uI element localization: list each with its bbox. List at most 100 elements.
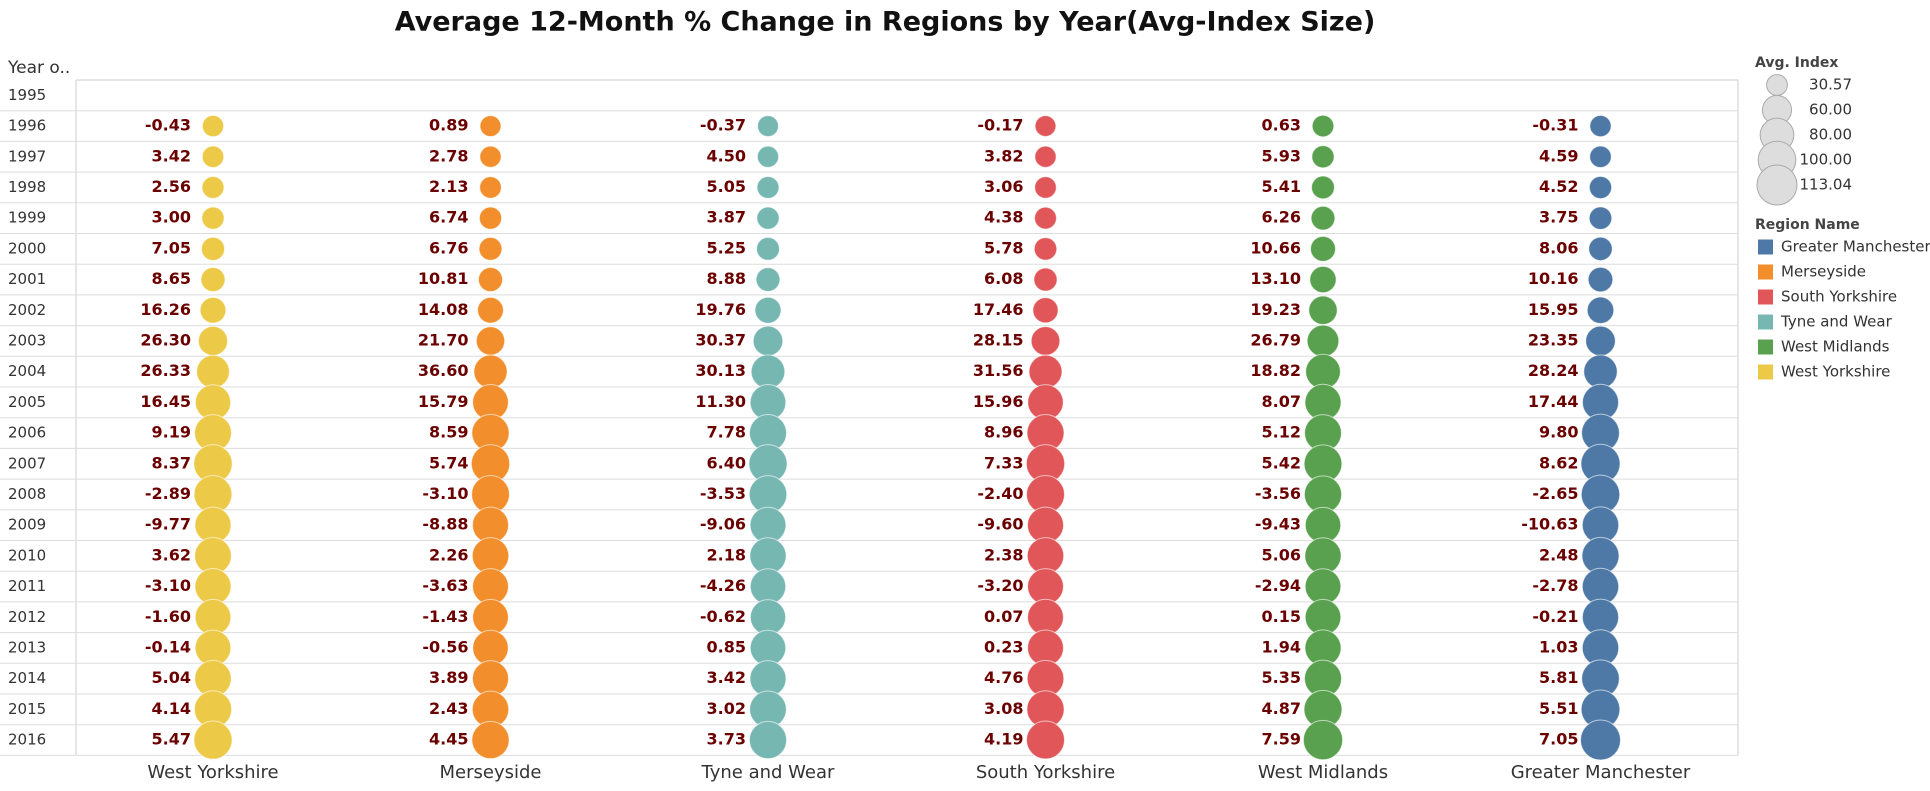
value-label: 16.45: [140, 392, 191, 411]
value-label: 15.96: [973, 392, 1024, 411]
value-label: 4.45: [429, 730, 468, 749]
size-legend-circle: [1766, 74, 1788, 96]
bubble: [1034, 115, 1057, 137]
bubble: [201, 175, 225, 199]
row-label: 1995: [8, 86, 46, 104]
value-label: -0.17: [977, 116, 1023, 135]
value-label: 21.70: [418, 330, 469, 349]
bubble: [1033, 237, 1058, 261]
row-label: 2003: [8, 331, 46, 349]
row-label: 2012: [8, 608, 46, 626]
bubble: [754, 296, 782, 324]
value-label: 2.56: [152, 177, 191, 196]
bubble: [1308, 295, 1338, 325]
bubble: [1311, 114, 1335, 138]
value-label: -2.94: [1255, 576, 1301, 595]
bubble: [757, 115, 779, 138]
legend-swatch: [1758, 264, 1773, 280]
value-label: 2.18: [707, 545, 746, 564]
chart-title: Average 12-Month % Change in Regions by …: [395, 7, 1376, 38]
bubble: [1580, 719, 1621, 761]
value-label: 11.30: [695, 392, 746, 411]
value-label: -3.56: [1255, 484, 1301, 503]
bubble: [475, 326, 506, 356]
value-label: -9.06: [700, 515, 746, 534]
row-label: 1996: [8, 117, 46, 135]
value-label: 2.43: [429, 699, 468, 718]
value-label: 4.14: [152, 699, 191, 718]
value-label: 4.59: [1539, 146, 1578, 165]
row-label: 2000: [8, 239, 46, 257]
value-label: 0.15: [1262, 607, 1301, 626]
value-label: 9.19: [152, 423, 191, 442]
value-label: 6.76: [429, 238, 468, 257]
row-label: 2014: [8, 669, 46, 687]
row-label: 2006: [8, 424, 46, 442]
value-label: 0.85: [707, 637, 746, 656]
bubble: [756, 175, 780, 199]
bubble: [1588, 236, 1613, 262]
value-label: 3.87: [707, 208, 746, 227]
row-label: 2007: [8, 454, 46, 472]
size-legend-label: 30.57: [1809, 76, 1852, 94]
legend-swatch: [1758, 289, 1773, 305]
value-label: 3.62: [152, 545, 191, 564]
value-label: 2.78: [429, 146, 468, 165]
row-label: 1998: [8, 178, 46, 196]
value-label: -9.77: [145, 515, 191, 534]
row-label: 2002: [8, 301, 46, 319]
column-label: South Yorkshire: [976, 762, 1115, 783]
row-label: 2009: [8, 516, 46, 534]
row-label: 2004: [8, 362, 46, 380]
legend-label: South Yorkshire: [1781, 288, 1897, 306]
value-label: 10.66: [1250, 238, 1301, 257]
color-legend-title: Region Name: [1755, 217, 1860, 233]
value-label: 3.73: [707, 730, 746, 749]
bubble: [201, 114, 225, 138]
value-label: 9.80: [1539, 423, 1578, 442]
value-label: -3.63: [422, 576, 468, 595]
value-label: 5.51: [1539, 699, 1578, 718]
bubble: [1026, 720, 1065, 760]
bubble: [1302, 719, 1344, 761]
value-label: 28.24: [1528, 361, 1579, 380]
bubble: [473, 354, 508, 389]
value-label: 7.78: [707, 423, 746, 442]
value-label: 6.74: [429, 208, 468, 227]
value-label: 3.89: [429, 668, 468, 687]
value-label: -9.60: [977, 515, 1023, 534]
row-label: 2015: [8, 700, 46, 718]
value-label: 28.15: [973, 330, 1024, 349]
value-label: -2.40: [977, 484, 1023, 503]
bubble: [1587, 266, 1614, 293]
row-label: 2013: [8, 638, 46, 656]
value-label: 17.46: [973, 300, 1024, 319]
value-label: 4.50: [707, 146, 746, 165]
value-label: 13.10: [1250, 269, 1301, 288]
value-label: 1.03: [1539, 637, 1578, 656]
value-label: 7.59: [1262, 730, 1301, 749]
bubble: [756, 145, 780, 168]
value-label: -3.20: [977, 576, 1023, 595]
value-label: 8.62: [1539, 453, 1578, 472]
value-label: 0.63: [1262, 116, 1301, 135]
value-label: 2.26: [429, 545, 468, 564]
value-label: -0.37: [700, 116, 746, 135]
value-label: 2.48: [1539, 545, 1578, 564]
value-label: 5.12: [1262, 423, 1301, 442]
bubble: [201, 145, 225, 169]
value-label: -0.31: [1532, 116, 1578, 135]
value-label: -3.10: [145, 576, 191, 595]
value-label: 3.42: [707, 668, 746, 687]
bubble: [1311, 175, 1335, 200]
value-label: 7.05: [1539, 730, 1578, 749]
value-label: 5.74: [429, 453, 468, 472]
value-label: 30.13: [695, 361, 746, 380]
row-label: 1997: [8, 147, 46, 165]
size-legend-circle: [1756, 164, 1798, 206]
value-label: 1.94: [1262, 637, 1301, 656]
value-label: 8.07: [1262, 392, 1301, 411]
row-header: Year o..: [7, 58, 70, 78]
bubble: [749, 599, 787, 636]
